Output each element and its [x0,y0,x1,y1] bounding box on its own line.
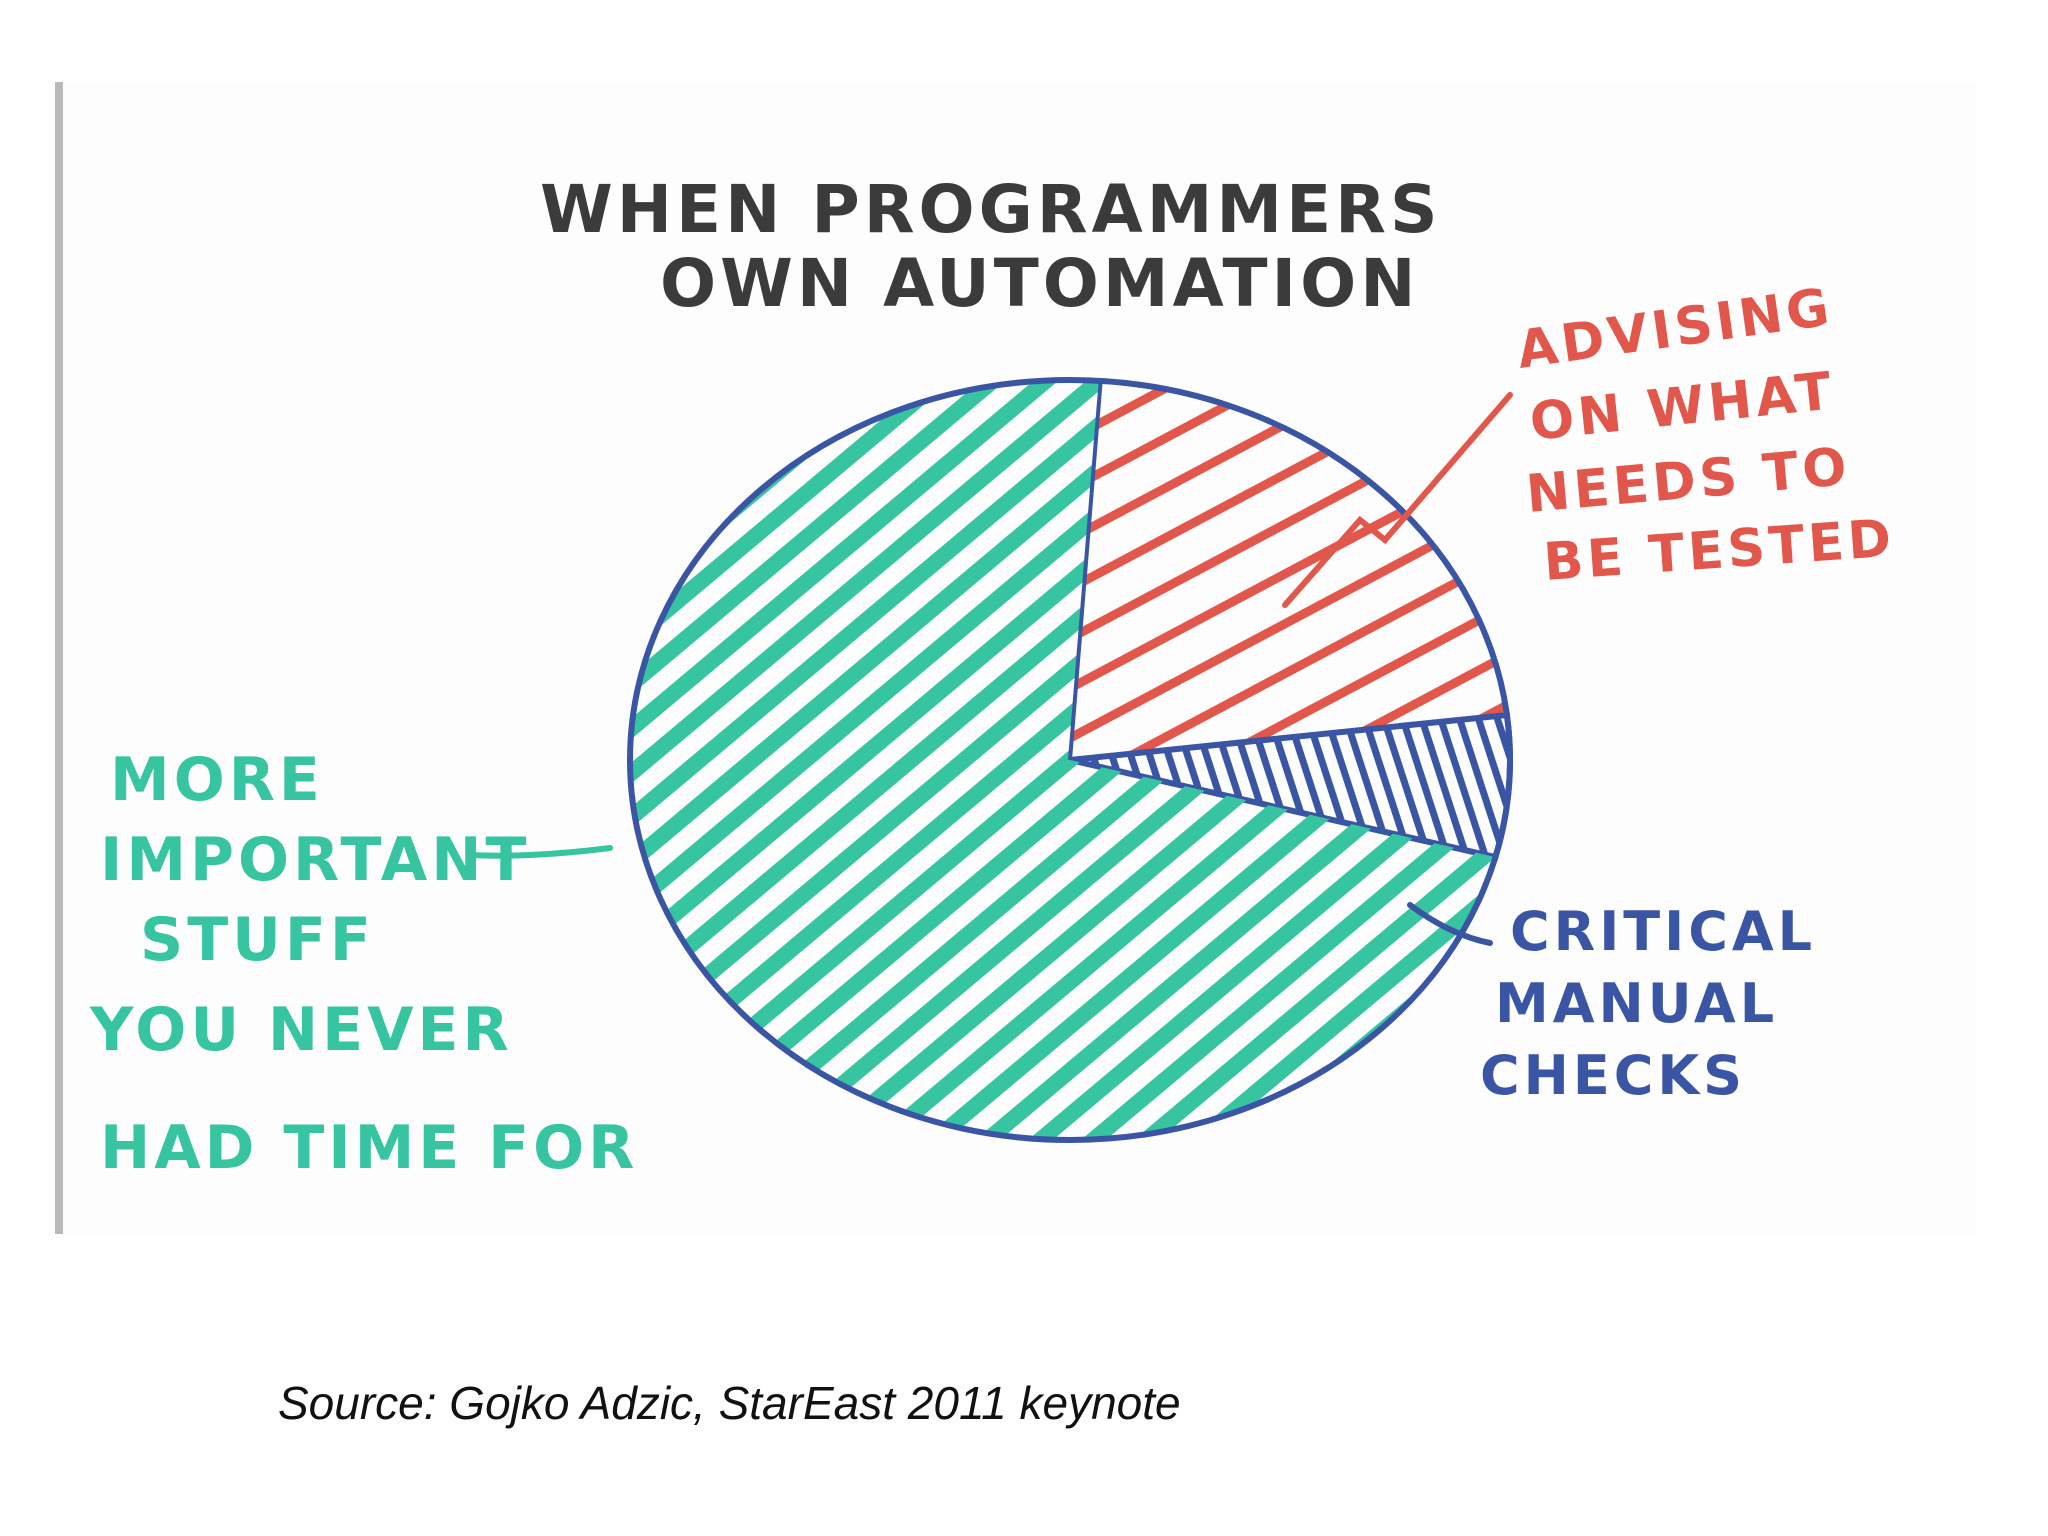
chart-title-line-2: OWN AUTOMATION [660,245,1419,322]
pie-slice-more-important-stuff [630,379,1496,1140]
source-caption: Source: Gojko Adzic, StarEast 2011 keyno… [278,1377,1181,1429]
label-advising-line-3: NEEDS TO [1524,437,1853,525]
leader-line-advising [1282,392,1513,608]
leader-line-more-important [467,845,613,859]
card-shadow-edge [55,82,63,1234]
chart-title-line-1: WHEN PROGRAMMERS [540,171,1442,248]
leader-line-critical [1407,902,1493,946]
label-critical-line-1: CRITICAL [1510,900,1816,963]
label-more-important-stuff: MORE IMPORTANT STUFF YOU NEVER HAD TIME … [89,745,638,1183]
pie-outline [627,377,1513,1143]
label-critical-line-3: CHECKS [1480,1044,1746,1107]
label-advising-line-2: ON WHAT [1527,361,1838,453]
label-more-line-3: STUFF [140,905,375,975]
label-more-line-5: HAD TIME FOR [100,1113,638,1183]
pie-slice-advising [1070,380,1507,760]
label-critical-line-2: MANUAL [1495,972,1778,1035]
label-more-line-1: MORE [110,745,324,815]
label-more-line-4: YOU NEVER [89,995,513,1065]
slice-divider-advising [1068,380,1103,761]
label-advising-line-4: BE TESTED [1542,509,1897,593]
label-critical-manual-checks: CRITICAL MANUAL CHECKS [1480,900,1816,1107]
label-advising: ADVISING ON WHAT NEEDS TO BE TESTED [1513,277,1896,593]
label-more-line-2: IMPORTANT [100,825,530,895]
